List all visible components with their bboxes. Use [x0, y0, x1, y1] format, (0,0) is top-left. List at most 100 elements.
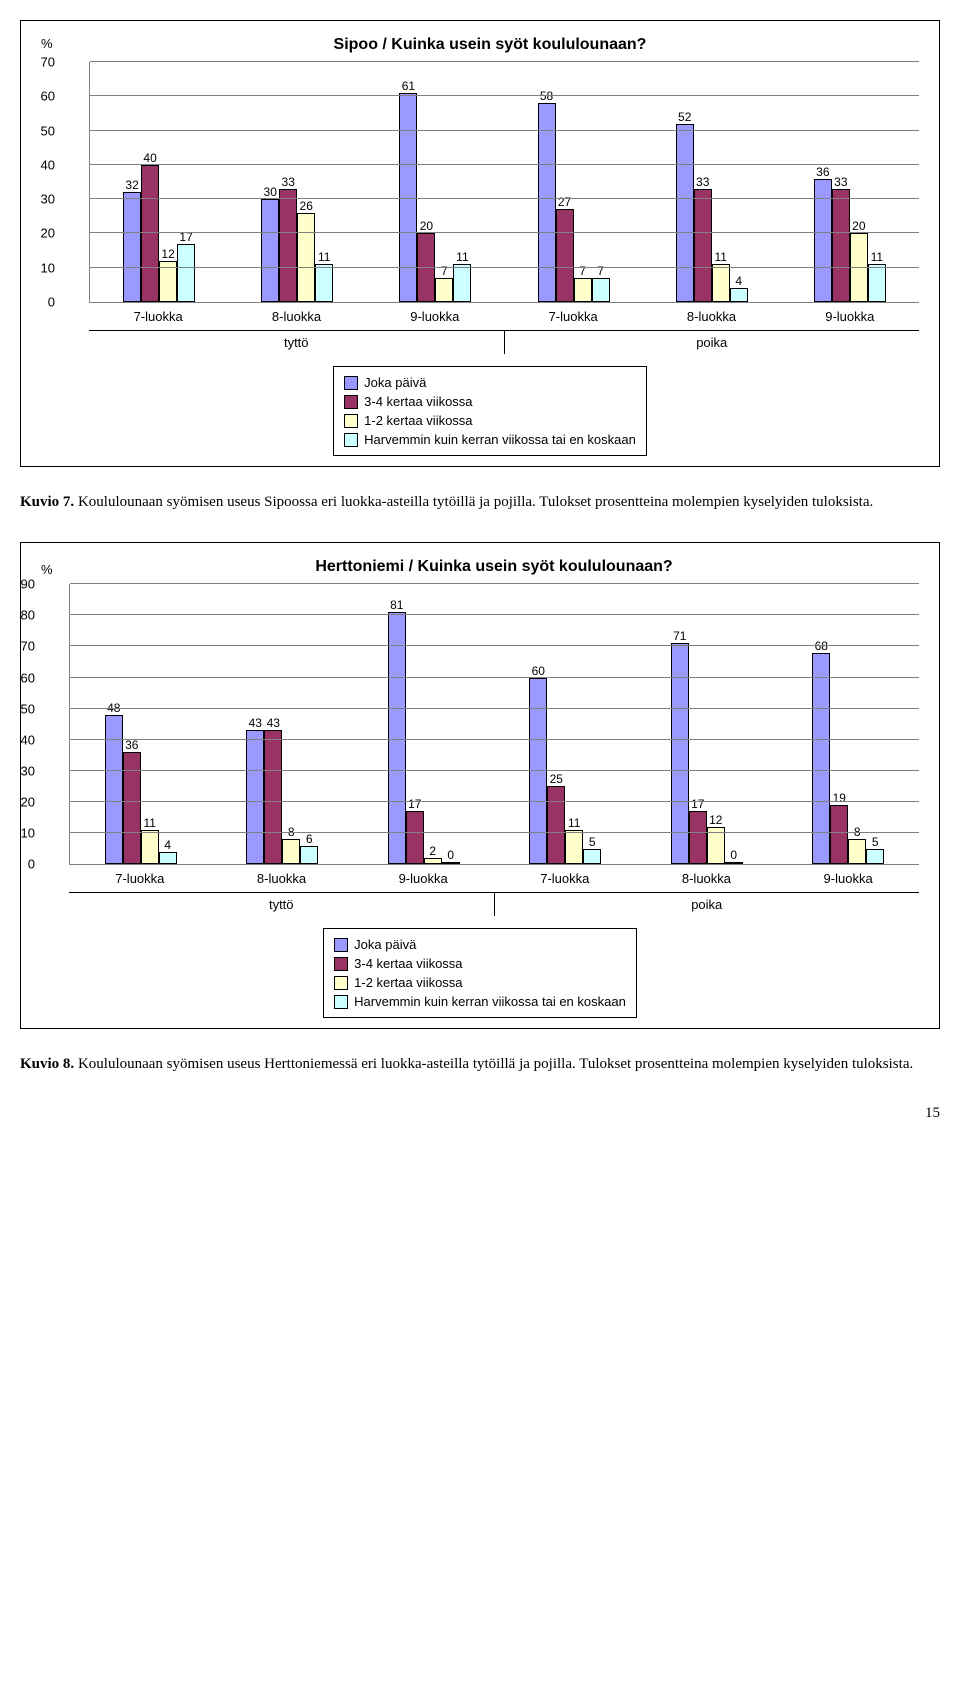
gridline — [90, 164, 919, 165]
bar: 11 — [868, 251, 886, 302]
gridline — [90, 130, 919, 131]
y-tick: 30 — [21, 763, 41, 778]
bar: 60 — [529, 665, 547, 865]
gridline — [70, 677, 919, 678]
legend: Joka päivä 3-4 kertaa viikossa 1-2 kertaa … — [323, 928, 637, 1018]
bar: 33 — [694, 176, 712, 302]
bar: 11 — [565, 817, 583, 864]
gridline — [90, 61, 919, 62]
bar-rect — [279, 189, 297, 302]
y-tick: 10 — [41, 260, 61, 275]
bar-value-label: 5 — [589, 836, 596, 848]
bar-rect — [712, 264, 730, 302]
chart-herttoniemi: % Herttoniemi / Kuinka usein syöt koulul… — [20, 542, 940, 1029]
bar-rect — [592, 278, 610, 302]
bar-group: 30332611 — [261, 176, 333, 302]
x-super-tick: poika — [495, 893, 920, 916]
x-tick: 9-luokka — [825, 309, 874, 324]
bar: 81 — [388, 599, 406, 864]
y-tick: 50 — [41, 123, 61, 138]
legend-label: 3-4 kertaa viikossa — [354, 956, 462, 971]
y-tick: 30 — [41, 192, 61, 207]
bar: 40 — [141, 152, 159, 302]
bar-value-label: 52 — [678, 111, 691, 123]
bar-rect — [583, 849, 601, 865]
x-tick: 7-luokka — [549, 309, 598, 324]
bar-rect — [282, 839, 300, 864]
legend-label: Joka päivä — [354, 937, 416, 952]
gridline — [70, 614, 919, 615]
bar-rect — [694, 189, 712, 302]
bar: 68 — [812, 640, 830, 865]
bar-value-label: 61 — [402, 80, 415, 92]
legend-label: Joka päivä — [364, 375, 426, 390]
bar-group: 4836114 — [105, 702, 177, 864]
bar-rect — [246, 730, 264, 864]
bar-rect — [814, 179, 832, 302]
bar-rect — [105, 715, 123, 864]
bar-value-label: 36 — [125, 739, 138, 751]
bar-rect — [868, 264, 886, 302]
bar-value-label: 33 — [696, 176, 709, 188]
bar-rect — [725, 862, 743, 864]
x-tick: 7-luokka — [134, 309, 183, 324]
bar-rect — [538, 103, 556, 302]
chart-title: Herttoniemi / Kuinka usein syöt koululou… — [69, 558, 919, 576]
bar-rect — [264, 730, 282, 864]
gridline — [70, 708, 919, 709]
bar: 19 — [830, 792, 848, 864]
bar-rect — [300, 846, 318, 865]
bar: 5 — [866, 836, 884, 865]
legend-item: 1-2 kertaa viikossa — [334, 973, 626, 992]
bar-value-label: 71 — [673, 630, 686, 642]
bar-value-label: 60 — [532, 665, 545, 677]
gridline — [90, 198, 919, 199]
legend-swatch — [344, 414, 358, 428]
chart-sipoo: % Sipoo / Kuinka usein syöt koululounaan… — [20, 20, 940, 467]
legend-item: 3-4 kertaa viikossa — [334, 954, 626, 973]
legend-label: 1-2 kertaa viikossa — [364, 413, 472, 428]
page-number: 15 — [20, 1105, 940, 1122]
y-tick: 70 — [41, 55, 61, 70]
legend-item: Harvemmin kuin kerran viikossa tai en ko… — [334, 992, 626, 1011]
x-tick: 7-luokka — [540, 871, 589, 886]
gridline — [70, 739, 919, 740]
bar-value-label: 30 — [264, 186, 277, 198]
bar-value-label: 6 — [306, 833, 313, 845]
bar-value-label: 32 — [125, 179, 138, 191]
bar-rect — [297, 213, 315, 302]
x-axis-super-categories: tyttöpoika — [89, 330, 919, 354]
x-tick: 8-luokka — [682, 871, 731, 886]
bar-value-label: 36 — [816, 166, 829, 178]
gridline — [90, 95, 919, 96]
bar-value-label: 4 — [735, 275, 742, 287]
plot-grid: 3240121730332611612071158277752331143633… — [89, 62, 919, 303]
bar: 5 — [583, 836, 601, 865]
y-tick: 10 — [21, 826, 41, 841]
bar-rect — [848, 839, 866, 864]
bar: 11 — [141, 817, 159, 864]
caption-text: Koululounaan syömisen useus Herttoniemes… — [74, 1056, 913, 1072]
x-tick: 8-luokka — [687, 309, 736, 324]
bar-rect — [315, 264, 333, 302]
bar: 7 — [435, 265, 453, 302]
gridline — [70, 801, 919, 802]
gridline — [90, 267, 919, 268]
y-tick: 70 — [21, 639, 41, 654]
caption-label: Kuvio 7. — [20, 494, 74, 510]
legend-item: 3-4 kertaa viikossa — [344, 392, 636, 411]
bar-rect — [832, 189, 850, 302]
bar-rect — [141, 830, 159, 864]
legend-label: Harvemmin kuin kerran viikossa tai en ko… — [364, 432, 636, 447]
bar-rect — [261, 199, 279, 302]
y-axis-label: % — [41, 558, 61, 577]
bar-value-label: 43 — [267, 717, 280, 729]
bar-value-label: 4 — [164, 839, 171, 851]
x-tick: 8-luokka — [272, 309, 321, 324]
bar-value-label: 0 — [447, 849, 454, 861]
bar-value-label: 2 — [429, 845, 436, 857]
bar-rect — [850, 233, 868, 302]
bar-rect — [574, 278, 592, 302]
gridline — [70, 770, 919, 771]
y-tick: 60 — [41, 89, 61, 104]
